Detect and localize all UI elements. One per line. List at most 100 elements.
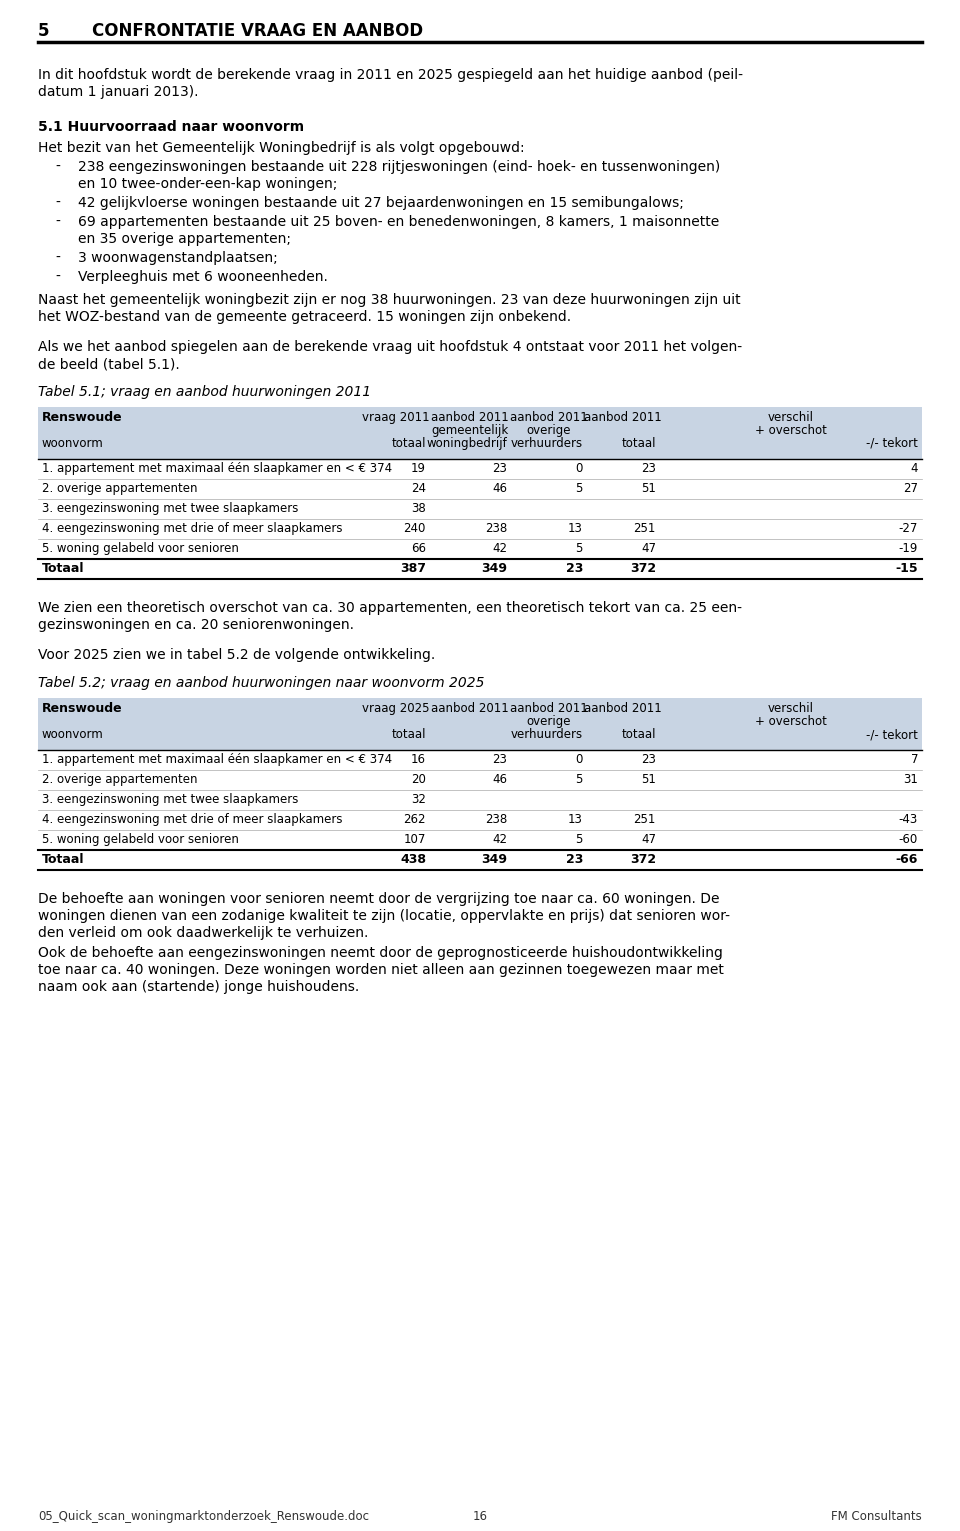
Text: 5. woning gelabeld voor senioren: 5. woning gelabeld voor senioren [42, 542, 239, 556]
Text: Totaal: Totaal [42, 562, 84, 576]
Text: 5: 5 [576, 833, 583, 847]
Text: 42: 42 [492, 833, 507, 847]
Text: 251: 251 [634, 522, 656, 534]
Text: het WOZ-bestand van de gemeente getraceerd. 15 woningen zijn onbekend.: het WOZ-bestand van de gemeente getracee… [38, 309, 571, 325]
Text: -: - [55, 251, 60, 265]
Text: Tabel 5.2; vraag en aanbod huurwoningen naar woonvorm 2025: Tabel 5.2; vraag en aanbod huurwoningen … [38, 677, 485, 690]
Text: 4. eengezinswoning met drie of meer slaapkamers: 4. eengezinswoning met drie of meer slaa… [42, 813, 343, 827]
Text: -: - [55, 269, 60, 283]
Text: en 10 twee-onder-een-kap woningen;: en 10 twee-onder-een-kap woningen; [78, 178, 337, 191]
Text: 13: 13 [568, 522, 583, 534]
Text: datum 1 januari 2013).: datum 1 januari 2013). [38, 86, 199, 100]
Text: + overschot: + overschot [756, 715, 827, 729]
Text: 5.1 Huurvoorraad naar woonvorm: 5.1 Huurvoorraad naar woonvorm [38, 119, 304, 135]
Text: 16: 16 [411, 753, 426, 766]
Text: woningen dienen van een zodanige kwaliteit te zijn (locatie, oppervlakte en prij: woningen dienen van een zodanige kwalite… [38, 909, 730, 923]
Text: 23: 23 [492, 462, 507, 475]
Text: aanbod 2011: aanbod 2011 [431, 410, 509, 424]
Text: Het bezit van het Gemeentelijk Woningbedrijf is als volgt opgebouwd:: Het bezit van het Gemeentelijk Woningbed… [38, 141, 524, 155]
Text: 38: 38 [411, 502, 426, 514]
Text: 107: 107 [403, 833, 426, 847]
Text: 47: 47 [641, 542, 656, 556]
Text: aanbod 2011: aanbod 2011 [584, 703, 661, 715]
Text: Verpleeghuis met 6 wooneenheden.: Verpleeghuis met 6 wooneenheden. [78, 269, 328, 283]
Text: 13: 13 [568, 813, 583, 827]
Text: 0: 0 [576, 462, 583, 475]
Text: totaal: totaal [621, 436, 656, 450]
Text: 5: 5 [576, 773, 583, 785]
Text: 262: 262 [403, 813, 426, 827]
Text: en 35 overige appartementen;: en 35 overige appartementen; [78, 233, 291, 246]
Text: 46: 46 [492, 482, 507, 495]
Text: 51: 51 [641, 482, 656, 495]
Text: -27: -27 [899, 522, 918, 534]
Text: 69 appartementen bestaande uit 25 boven- en benedenwoningen, 8 kamers, 1 maisonn: 69 appartementen bestaande uit 25 boven-… [78, 214, 719, 230]
Text: verschil: verschil [768, 410, 814, 424]
Text: 251: 251 [634, 813, 656, 827]
Text: woonvorm: woonvorm [42, 436, 104, 450]
Text: 3 woonwagenstandplaatsen;: 3 woonwagenstandplaatsen; [78, 251, 277, 265]
Text: overige: overige [527, 715, 571, 729]
Text: 7: 7 [910, 753, 918, 766]
Text: aanbod 2011: aanbod 2011 [431, 703, 509, 715]
Text: verschil: verschil [768, 703, 814, 715]
Text: verhuurders: verhuurders [511, 729, 583, 741]
Text: 1. appartement met maximaal één slaapkamer en < € 374: 1. appartement met maximaal één slaapkam… [42, 462, 392, 475]
Text: -: - [55, 214, 60, 230]
Text: toe naar ca. 40 woningen. Deze woningen worden niet alleen aan gezinnen toegewez: toe naar ca. 40 woningen. Deze woningen … [38, 963, 724, 977]
Text: 238: 238 [485, 522, 507, 534]
Text: Naast het gemeentelijk woningbezit zijn er nog 38 huurwoningen. 23 van deze huur: Naast het gemeentelijk woningbezit zijn … [38, 292, 740, 308]
Text: Voor 2025 zien we in tabel 5.2 de volgende ontwikkeling.: Voor 2025 zien we in tabel 5.2 de volgen… [38, 648, 435, 661]
Text: -15: -15 [896, 562, 918, 576]
Text: totaal: totaal [621, 729, 656, 741]
Text: vraag 2025: vraag 2025 [362, 703, 430, 715]
Text: CONFRONTATIE VRAAG EN AANBOD: CONFRONTATIE VRAAG EN AANBOD [92, 21, 423, 40]
Text: 238 eengezinswoningen bestaande uit 228 rijtjeswoningen (eind- hoek- en tussenwo: 238 eengezinswoningen bestaande uit 228 … [78, 161, 720, 175]
Text: Renswoude: Renswoude [42, 703, 123, 715]
Text: 27: 27 [903, 482, 918, 495]
Text: 16: 16 [472, 1510, 488, 1523]
Text: 349: 349 [481, 562, 507, 576]
Text: -: - [55, 196, 60, 210]
Text: 372: 372 [630, 853, 656, 867]
Text: gezinswoningen en ca. 20 seniorenwoningen.: gezinswoningen en ca. 20 seniorenwoninge… [38, 619, 354, 632]
Text: aanbod 2011: aanbod 2011 [510, 703, 588, 715]
Text: -/- tekort: -/- tekort [866, 436, 918, 450]
Text: -: - [55, 161, 60, 175]
Text: 19: 19 [411, 462, 426, 475]
Text: 5: 5 [576, 542, 583, 556]
Text: overige: overige [527, 424, 571, 436]
Text: 46: 46 [492, 773, 507, 785]
Text: 31: 31 [903, 773, 918, 785]
Text: -66: -66 [896, 853, 918, 867]
Text: 23: 23 [492, 753, 507, 766]
Text: De behoefte aan woningen voor senioren neemt door de vergrijzing toe naar ca. 60: De behoefte aan woningen voor senioren n… [38, 893, 719, 906]
Text: Ook de behoefte aan eengezinswoningen neemt door de geprognosticeerde huishoudon: Ook de behoefte aan eengezinswoningen ne… [38, 946, 723, 960]
Text: 372: 372 [630, 562, 656, 576]
Text: 3. eengezinswoning met twee slaapkamers: 3. eengezinswoning met twee slaapkamers [42, 793, 299, 805]
Text: -43: -43 [899, 813, 918, 827]
Text: Totaal: Totaal [42, 853, 84, 867]
Text: 05_Quick_scan_woningmarktonderzoek_Renswoude.doc: 05_Quick_scan_woningmarktonderzoek_Rensw… [38, 1510, 369, 1523]
Text: -19: -19 [899, 542, 918, 556]
Text: totaal: totaal [392, 729, 426, 741]
Bar [38, 407, 922, 459]
Text: 32: 32 [411, 793, 426, 805]
Text: 0: 0 [576, 753, 583, 766]
Text: aanbod 2011: aanbod 2011 [584, 410, 661, 424]
Text: 42: 42 [492, 542, 507, 556]
Text: vraag 2011: vraag 2011 [362, 410, 430, 424]
Text: -60: -60 [899, 833, 918, 847]
Text: naam ook aan (startende) jonge huishoudens.: naam ook aan (startende) jonge huishoude… [38, 980, 359, 994]
Text: 23: 23 [565, 562, 583, 576]
Text: 2. overige appartementen: 2. overige appartementen [42, 482, 198, 495]
Text: woningbedrijf: woningbedrijf [426, 436, 507, 450]
Text: Als we het aanbod spiegelen aan de berekende vraag uit hoofdstuk 4 ontstaat voor: Als we het aanbod spiegelen aan de berek… [38, 340, 742, 354]
Text: 23: 23 [641, 462, 656, 475]
Text: We zien een theoretisch overschot van ca. 30 appartementen, een theoretisch teko: We zien een theoretisch overschot van ca… [38, 602, 742, 615]
Text: 23: 23 [641, 753, 656, 766]
Text: 438: 438 [400, 853, 426, 867]
Text: de beeld (tabel 5.1).: de beeld (tabel 5.1). [38, 357, 180, 371]
Text: aanbod 2011: aanbod 2011 [510, 410, 588, 424]
Text: 238: 238 [485, 813, 507, 827]
